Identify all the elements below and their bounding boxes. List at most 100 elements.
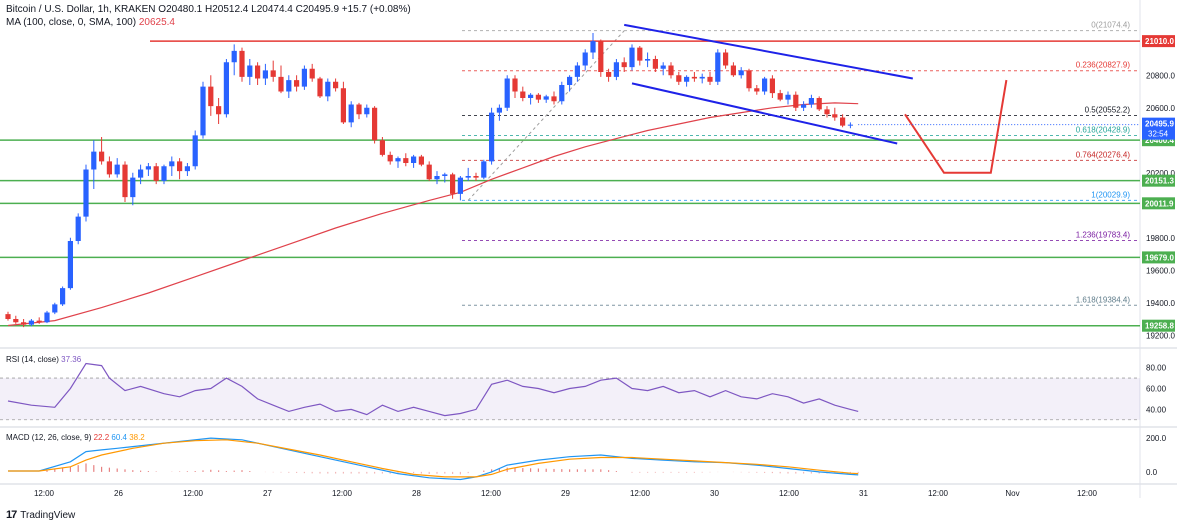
fib-level-label: 1(20029.9) — [1091, 190, 1130, 199]
candle-body — [231, 50, 237, 63]
bar-countdown-label: 32:54 — [1148, 130, 1169, 139]
candle-body — [590, 41, 596, 53]
logo-text: TradingView — [20, 509, 76, 521]
candle — [247, 59, 253, 85]
candle — [262, 63, 268, 85]
candle-body — [294, 80, 300, 87]
candle — [785, 91, 791, 105]
candle — [543, 94, 549, 103]
rsi-tick-label: 60.00 — [1146, 385, 1167, 394]
candle — [75, 213, 81, 245]
candle-body — [177, 161, 183, 172]
candle — [824, 106, 830, 118]
candle-body — [489, 112, 495, 162]
tradingview-logo[interactable]: 17 TradingView — [6, 509, 75, 521]
fib-level-label: 1.618(19384.4) — [1076, 295, 1131, 304]
candle — [372, 106, 378, 144]
candle — [270, 60, 276, 82]
candle — [793, 91, 799, 111]
candle — [730, 62, 736, 77]
time-tick-label: 12:00 — [34, 489, 55, 498]
candle-body — [496, 107, 502, 113]
candle-body — [223, 62, 229, 115]
candle-body — [450, 174, 456, 194]
price-tick-label: 19400.0 — [1146, 299, 1175, 308]
candle-body — [816, 98, 822, 110]
candle-body — [403, 158, 409, 163]
price-tick-label: 20600.0 — [1146, 104, 1175, 113]
time-tick-label: 12:00 — [779, 489, 800, 498]
candle — [60, 286, 66, 306]
candle — [44, 310, 50, 324]
candle-body — [543, 96, 549, 100]
candle — [442, 172, 448, 183]
candle — [411, 154, 417, 168]
candle-body — [512, 78, 518, 92]
fib-level-label: 0(21074.4) — [1091, 21, 1130, 30]
candle-body — [301, 68, 307, 87]
macd-tick-label: 0.0 — [1146, 468, 1158, 477]
candle — [83, 164, 89, 222]
channel-upper-line — [624, 23, 913, 80]
fib-level-label: 0.236(20827.9) — [1076, 61, 1131, 70]
candle — [91, 140, 97, 189]
time-tick-label: 31 — [859, 489, 868, 498]
candle — [36, 317, 42, 324]
support-level-label: 19679.0 — [1145, 253, 1174, 262]
candle-body — [723, 52, 729, 66]
logo-mark: 17 — [6, 509, 17, 521]
candle — [403, 153, 409, 167]
time-tick-label: 28 — [412, 489, 421, 498]
candle-body — [504, 78, 510, 108]
candle — [660, 62, 666, 76]
candle — [808, 94, 814, 108]
candle — [567, 75, 573, 92]
candle — [762, 76, 768, 95]
candle-body — [707, 76, 713, 82]
support-level-label: 20011.9 — [1145, 199, 1174, 208]
candle-body — [699, 76, 705, 79]
candle-body — [668, 65, 674, 76]
candle — [769, 75, 775, 98]
time-tick-label: 12:00 — [481, 489, 502, 498]
candle — [598, 39, 604, 77]
candle — [106, 156, 112, 178]
candle-body — [278, 76, 284, 92]
candle-body — [824, 109, 830, 115]
candle — [582, 49, 588, 71]
candle-body — [621, 62, 627, 68]
candle-body — [785, 94, 791, 100]
candle-body — [161, 166, 167, 181]
candle — [379, 137, 385, 157]
signal-line — [8, 439, 859, 478]
price-tick-label: 19800.0 — [1146, 234, 1175, 243]
candle — [28, 319, 34, 327]
candle — [301, 65, 307, 90]
candle-body — [67, 241, 73, 289]
ma-value: 20625.4 — [138, 17, 175, 28]
candle-body — [145, 166, 151, 170]
candle — [606, 68, 612, 82]
candle-body — [808, 98, 814, 105]
candle — [723, 49, 729, 69]
candle-body — [426, 164, 432, 180]
candle — [590, 33, 596, 59]
time-tick-label: 30 — [710, 489, 719, 498]
candle-body — [481, 161, 487, 178]
candle — [832, 107, 838, 121]
rsi-band — [0, 378, 1140, 420]
candle — [715, 49, 721, 85]
candle — [559, 81, 565, 105]
candle — [512, 75, 518, 98]
candle-body — [418, 156, 424, 165]
candle — [496, 104, 502, 121]
candle-body — [387, 154, 393, 162]
candle — [504, 75, 510, 111]
candle-body — [91, 151, 97, 170]
candle — [707, 72, 713, 85]
candle — [184, 163, 190, 176]
candle-body — [122, 164, 128, 198]
candle — [637, 46, 643, 66]
price-tick-label: 20200.0 — [1146, 169, 1175, 178]
